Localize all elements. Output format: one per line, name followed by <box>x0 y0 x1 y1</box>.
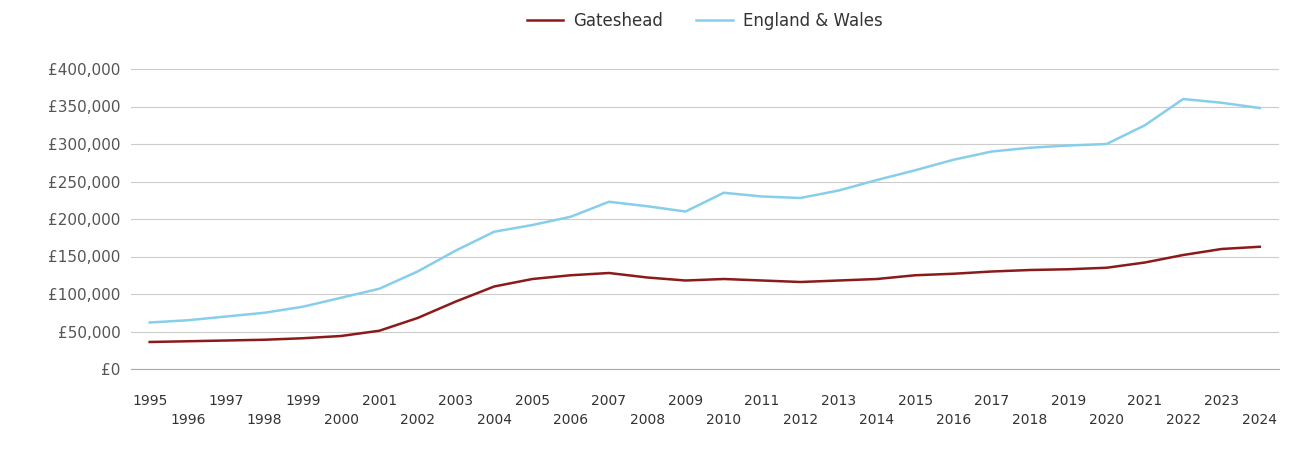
Gateshead <box>218 338 234 343</box>
Gateshead <box>754 278 770 283</box>
England & Wales <box>142 320 158 325</box>
England & Wales <box>639 203 655 209</box>
England & Wales <box>907 167 923 173</box>
Text: 2020: 2020 <box>1090 414 1124 428</box>
Text: 1995: 1995 <box>132 394 167 408</box>
Text: 2002: 2002 <box>401 414 435 428</box>
England & Wales <box>677 209 693 214</box>
Text: 2019: 2019 <box>1051 394 1086 408</box>
Text: 2018: 2018 <box>1013 414 1048 428</box>
Text: 1997: 1997 <box>209 394 244 408</box>
Legend: Gateshead, England & Wales: Gateshead, England & Wales <box>519 6 890 37</box>
Gateshead <box>448 299 463 304</box>
Gateshead <box>602 270 617 276</box>
Gateshead <box>525 276 540 282</box>
Gateshead <box>639 275 655 280</box>
Gateshead <box>257 337 273 342</box>
Text: 2012: 2012 <box>783 414 818 428</box>
Text: 2017: 2017 <box>975 394 1009 408</box>
Text: 2016: 2016 <box>936 414 971 428</box>
Gateshead <box>831 278 847 283</box>
Line: Gateshead: Gateshead <box>150 247 1259 342</box>
England & Wales <box>1251 105 1267 111</box>
Gateshead <box>907 273 923 278</box>
Gateshead <box>333 333 348 339</box>
Text: 2000: 2000 <box>324 414 359 428</box>
England & Wales <box>1176 96 1191 102</box>
England & Wales <box>602 199 617 204</box>
Gateshead <box>142 339 158 345</box>
England & Wales <box>525 222 540 228</box>
Text: 1996: 1996 <box>170 414 206 428</box>
Text: 2023: 2023 <box>1205 394 1238 408</box>
Text: 2009: 2009 <box>668 394 703 408</box>
England & Wales <box>333 295 348 301</box>
England & Wales <box>1061 143 1077 148</box>
Gateshead <box>677 278 693 283</box>
England & Wales <box>831 188 847 193</box>
Text: 2004: 2004 <box>476 414 512 428</box>
Gateshead <box>716 276 732 282</box>
England & Wales <box>372 286 388 292</box>
England & Wales <box>946 157 962 162</box>
England & Wales <box>487 229 502 234</box>
Text: 2015: 2015 <box>898 394 933 408</box>
Text: 1998: 1998 <box>247 414 282 428</box>
Text: 2013: 2013 <box>821 394 856 408</box>
England & Wales <box>257 310 273 315</box>
Text: 2024: 2024 <box>1242 414 1278 428</box>
Gateshead <box>984 269 1000 274</box>
England & Wales <box>218 314 234 319</box>
England & Wales <box>869 177 885 183</box>
England & Wales <box>792 195 808 201</box>
England & Wales <box>1137 122 1152 128</box>
Gateshead <box>1099 265 1114 270</box>
England & Wales <box>448 248 463 253</box>
Text: 2014: 2014 <box>860 414 894 428</box>
Gateshead <box>562 273 578 278</box>
Gateshead <box>295 336 311 341</box>
Text: 2010: 2010 <box>706 414 741 428</box>
Text: 2006: 2006 <box>553 414 589 428</box>
Text: 2005: 2005 <box>515 394 549 408</box>
Text: 1999: 1999 <box>284 394 321 408</box>
Text: 2021: 2021 <box>1128 394 1163 408</box>
Gateshead <box>1022 267 1037 273</box>
Gateshead <box>869 276 885 282</box>
England & Wales <box>984 149 1000 154</box>
Gateshead <box>180 338 196 344</box>
England & Wales <box>180 318 196 323</box>
Gateshead <box>1251 244 1267 249</box>
England & Wales <box>1022 145 1037 150</box>
Text: 2008: 2008 <box>630 414 664 428</box>
Text: 2011: 2011 <box>744 394 780 408</box>
England & Wales <box>716 190 732 195</box>
Line: England & Wales: England & Wales <box>150 99 1259 323</box>
Gateshead <box>372 328 388 333</box>
Text: 2007: 2007 <box>591 394 626 408</box>
Gateshead <box>410 315 425 321</box>
Text: 2022: 2022 <box>1165 414 1201 428</box>
England & Wales <box>1214 100 1229 105</box>
Text: 2001: 2001 <box>361 394 397 408</box>
England & Wales <box>562 214 578 220</box>
Gateshead <box>792 279 808 285</box>
England & Wales <box>410 269 425 274</box>
England & Wales <box>295 304 311 310</box>
Text: 2003: 2003 <box>438 394 474 408</box>
England & Wales <box>1099 141 1114 147</box>
Gateshead <box>487 284 502 289</box>
Gateshead <box>1176 252 1191 258</box>
Gateshead <box>1061 266 1077 272</box>
Gateshead <box>1214 246 1229 252</box>
England & Wales <box>754 194 770 199</box>
Gateshead <box>1137 260 1152 265</box>
Gateshead <box>946 271 962 276</box>
